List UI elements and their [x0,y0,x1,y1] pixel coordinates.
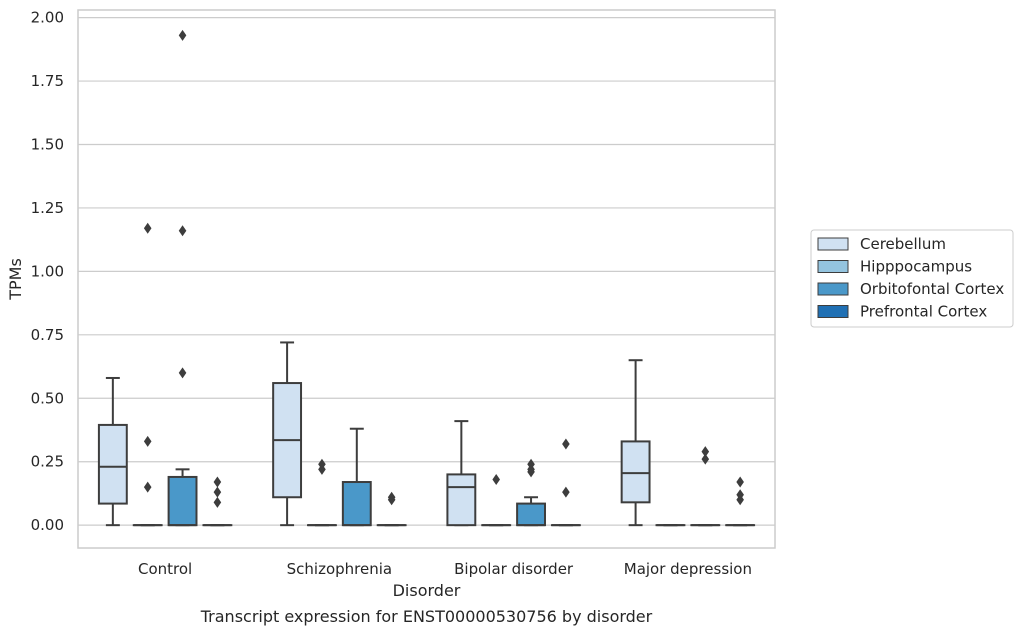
outlier-point [178,29,187,41]
x-tick-label: Schizophrenia [287,560,392,578]
x-axis-label: Disorder [393,581,461,600]
outlier-point [562,486,570,498]
box-iqr [341,481,372,527]
y-tick-label: 0.50 [31,389,64,407]
legend-swatch [817,305,849,318]
x-tick-label: Control [138,560,192,578]
outlier-point [143,222,152,234]
y-axis-label: TPMs [6,258,25,301]
x-tick-labels: Control Schizophrenia Bipolar disorder Majo… [138,560,752,578]
legend-label: Orbitofontal Cortex [860,280,1004,298]
box-cerebellum [272,341,303,527]
legend-swatch [817,237,849,251]
chart-caption: Transcript expression for ENST0000053075… [200,607,653,626]
box-hipppocampus [481,473,512,527]
y-tick-label: 2.00 [31,9,64,27]
legend-label: Cerebellum [860,235,946,253]
box-hipppocampus [132,222,163,527]
y-tick-label: 1.00 [31,262,64,280]
box-prefrontal-cortex [725,476,756,527]
legend-label: Prefrontal Cortex [860,303,987,321]
box-cerebellum [97,376,128,527]
y-tick-label: 1.25 [31,199,64,217]
x-tick-label: Major depression [624,560,752,578]
box-iqr [167,475,198,527]
y-tick-label: 0.25 [31,453,64,471]
box-cerebellum [620,359,651,527]
legend: Cerebellum Hipppocampus Orbitofontal Corte… [810,229,1014,328]
box-iqr [97,423,128,505]
legend-swatch [817,260,849,273]
x-tick-label: Bipolar disorder [454,560,574,578]
outlier-point [701,453,710,465]
legend-swatch [817,282,849,296]
box-plot-series [97,29,756,527]
box-iqr [516,502,546,527]
box-iqr [620,440,651,504]
outlier-point [213,496,222,508]
box-hipppocampus [307,458,337,527]
box-orbitofontal-cortex [341,427,372,527]
outlier-point [213,486,222,498]
legend-frame [810,229,1014,328]
outlier-point [178,225,187,237]
gridlines [78,17,775,526]
outlier-point [492,473,500,485]
y-tick-label: 0.75 [31,326,64,344]
outlier-point [143,481,152,493]
outlier-point [562,438,570,450]
outlier-point [143,435,152,447]
box-prefrontal-cortex [550,438,581,527]
box-prefrontal-cortex [376,491,407,527]
y-tick-label: 0.00 [31,516,64,534]
outlier-point [736,489,744,501]
box-cerebellum [446,420,477,527]
outlier-point [213,476,222,488]
box-orbitofontal-cortex [690,446,721,527]
box-orbitofontal-cortex [516,458,546,527]
outlier-point [736,476,744,488]
y-tick-labels: 0.00 0.25 0.50 0.75 1.00 1.25 1.50 1.75 2.00 [31,9,64,535]
box-prefrontal-cortex [202,476,233,527]
y-tick-label: 1.50 [31,136,64,154]
outlier-point [387,491,396,503]
outlier-point [178,367,187,379]
legend-label: Hipppocampus [860,258,972,276]
plot-frame [77,9,776,549]
y-tick-label: 1.75 [31,72,64,90]
outlier-point [318,458,326,470]
box-iqr [446,473,477,527]
box-orbitofontal-cortex [167,29,198,527]
outlier-point [527,458,535,470]
outlier-point [701,446,710,458]
